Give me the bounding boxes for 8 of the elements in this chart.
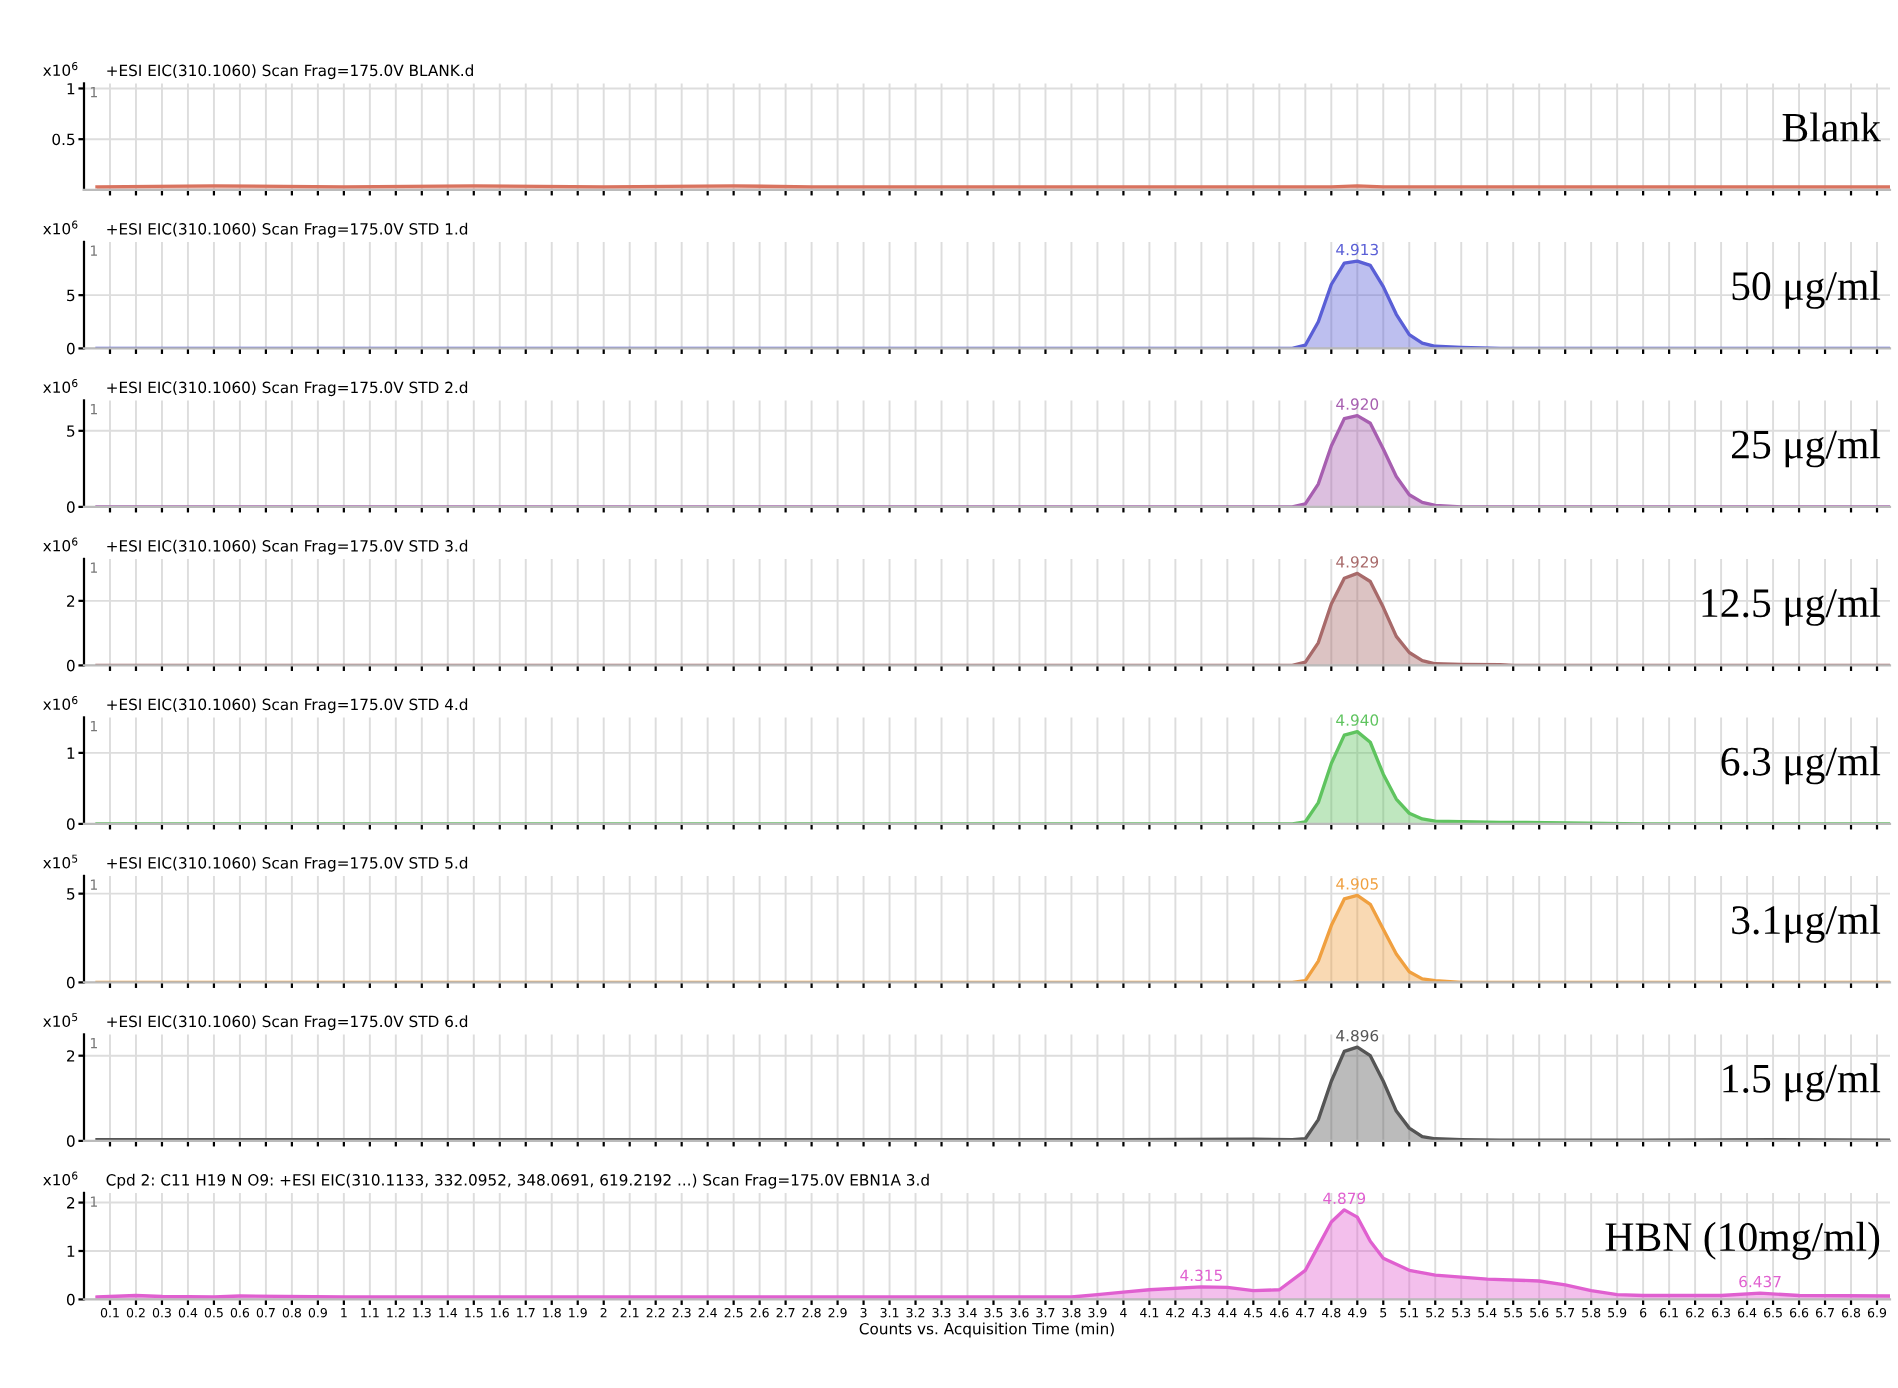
- series-label: HBN (10mg/ml): [1605, 1221, 1880, 1260]
- series-label: 6.3 μg/ml: [1721, 746, 1881, 785]
- series-label: 50 μg/ml: [1732, 270, 1881, 309]
- series-label: Blank: [1782, 112, 1881, 142]
- series-label: 12.5 μg/ml: [1702, 587, 1881, 626]
- series-label: 1.5 μg/ml: [1723, 1063, 1881, 1102]
- series-label: 3.1μg/ml: [1732, 904, 1881, 943]
- series-label: 25 μg/ml: [1731, 429, 1881, 468]
